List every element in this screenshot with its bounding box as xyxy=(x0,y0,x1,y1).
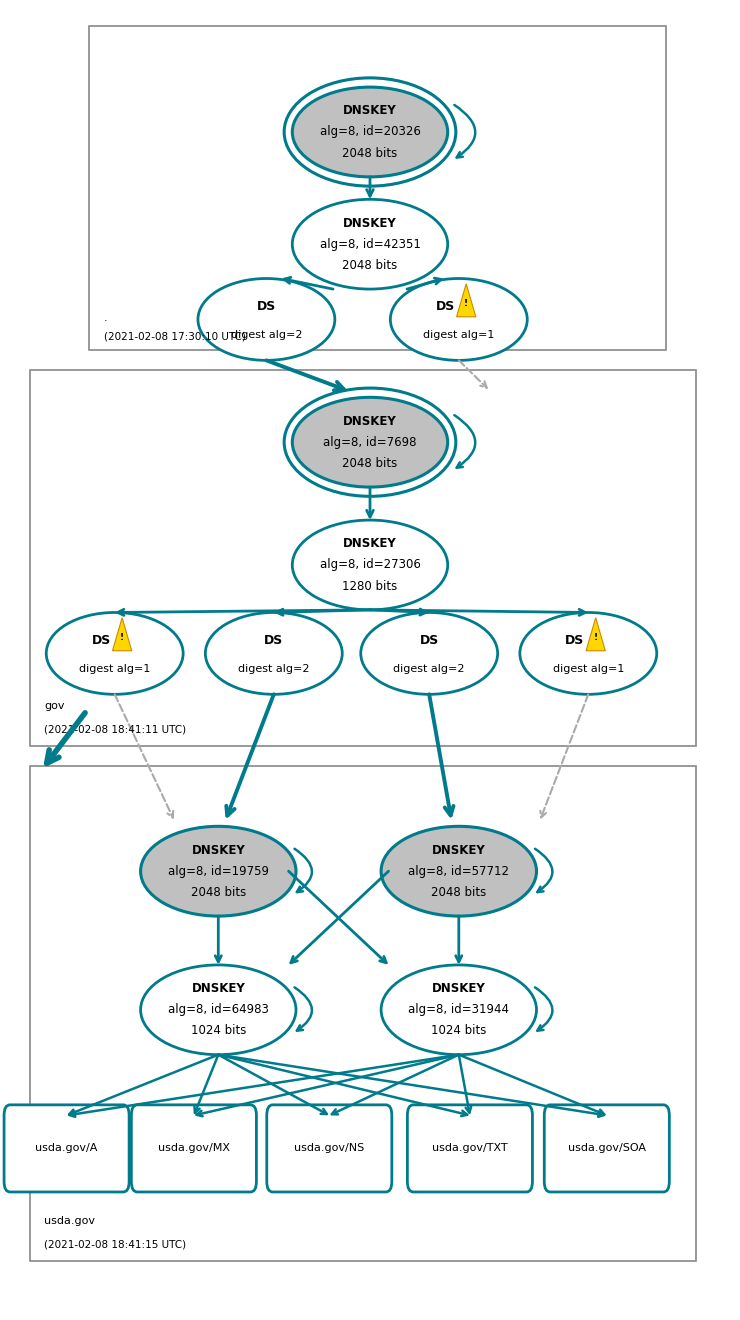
Text: gov: gov xyxy=(44,701,65,711)
Text: (2021-02-08 17:30:10 UTC): (2021-02-08 17:30:10 UTC) xyxy=(104,331,246,342)
Text: DNSKEY: DNSKEY xyxy=(192,843,245,857)
Text: DNSKEY: DNSKEY xyxy=(432,843,485,857)
Text: !: ! xyxy=(120,634,124,642)
Text: (2021-02-08 18:41:11 UTC): (2021-02-08 18:41:11 UTC) xyxy=(44,725,186,735)
Ellipse shape xyxy=(206,612,342,694)
FancyBboxPatch shape xyxy=(407,1105,533,1192)
Ellipse shape xyxy=(361,612,497,694)
Text: usda.gov/NS: usda.gov/NS xyxy=(295,1143,364,1154)
Text: DS: DS xyxy=(92,634,111,647)
Polygon shape xyxy=(457,284,476,317)
Text: DNSKEY: DNSKEY xyxy=(192,982,245,995)
Text: DS: DS xyxy=(436,300,455,313)
Text: DS: DS xyxy=(257,300,276,313)
Ellipse shape xyxy=(141,965,296,1055)
Text: 1280 bits: 1280 bits xyxy=(343,579,397,593)
Text: usda.gov: usda.gov xyxy=(44,1216,95,1226)
Polygon shape xyxy=(586,618,605,651)
FancyBboxPatch shape xyxy=(266,1105,392,1192)
Bar xyxy=(89,26,666,350)
Ellipse shape xyxy=(141,826,296,916)
Text: DNSKEY: DNSKEY xyxy=(432,982,485,995)
Text: (2021-02-08 18:41:15 UTC): (2021-02-08 18:41:15 UTC) xyxy=(44,1239,186,1250)
Text: DNSKEY: DNSKEY xyxy=(343,104,397,117)
Text: DS: DS xyxy=(264,634,283,647)
Text: usda.gov/MX: usda.gov/MX xyxy=(158,1143,230,1154)
Text: alg=8, id=7698: alg=8, id=7698 xyxy=(323,436,417,449)
Text: digest alg=2: digest alg=2 xyxy=(231,330,302,341)
Text: alg=8, id=20326: alg=8, id=20326 xyxy=(320,125,420,139)
Text: digest alg=2: digest alg=2 xyxy=(238,664,309,675)
Ellipse shape xyxy=(292,199,448,289)
Text: alg=8, id=42351: alg=8, id=42351 xyxy=(320,238,420,251)
Text: DNSKEY: DNSKEY xyxy=(343,537,397,550)
Text: usda.gov/SOA: usda.gov/SOA xyxy=(568,1143,646,1154)
Text: .: . xyxy=(104,313,107,323)
FancyBboxPatch shape xyxy=(132,1105,256,1192)
Text: alg=8, id=27306: alg=8, id=27306 xyxy=(320,558,420,572)
Ellipse shape xyxy=(46,612,184,694)
Ellipse shape xyxy=(391,279,527,360)
Text: DNSKEY: DNSKEY xyxy=(343,216,397,230)
Text: alg=8, id=64983: alg=8, id=64983 xyxy=(168,1003,269,1016)
Text: digest alg=1: digest alg=1 xyxy=(553,664,624,675)
Ellipse shape xyxy=(519,612,657,694)
Text: digest alg=2: digest alg=2 xyxy=(394,664,465,675)
Text: alg=8, id=57712: alg=8, id=57712 xyxy=(408,865,509,878)
FancyBboxPatch shape xyxy=(4,1105,129,1192)
Text: 1024 bits: 1024 bits xyxy=(191,1024,246,1038)
Ellipse shape xyxy=(381,965,536,1055)
Text: alg=8, id=31944: alg=8, id=31944 xyxy=(408,1003,509,1016)
Text: 2048 bits: 2048 bits xyxy=(343,457,397,470)
Text: alg=8, id=19759: alg=8, id=19759 xyxy=(168,865,269,878)
Polygon shape xyxy=(112,618,132,651)
Ellipse shape xyxy=(292,397,448,487)
Text: !: ! xyxy=(593,634,598,642)
Ellipse shape xyxy=(381,826,536,916)
Text: DS: DS xyxy=(565,634,585,647)
Text: !: ! xyxy=(464,300,468,308)
Ellipse shape xyxy=(198,279,334,360)
Ellipse shape xyxy=(292,520,448,610)
Text: DNSKEY: DNSKEY xyxy=(343,414,397,428)
Text: 2048 bits: 2048 bits xyxy=(191,886,246,899)
Text: 1024 bits: 1024 bits xyxy=(431,1024,486,1038)
FancyBboxPatch shape xyxy=(545,1105,669,1192)
Text: DS: DS xyxy=(420,634,439,647)
Text: 2048 bits: 2048 bits xyxy=(343,147,397,160)
Bar xyxy=(30,766,696,1261)
Text: 2048 bits: 2048 bits xyxy=(431,886,486,899)
Ellipse shape xyxy=(292,87,448,177)
Text: digest alg=1: digest alg=1 xyxy=(423,330,494,341)
Text: digest alg=1: digest alg=1 xyxy=(79,664,150,675)
Text: 2048 bits: 2048 bits xyxy=(343,259,397,272)
Bar xyxy=(30,370,696,746)
Text: usda.gov/A: usda.gov/A xyxy=(36,1143,98,1154)
Text: usda.gov/TXT: usda.gov/TXT xyxy=(432,1143,508,1154)
